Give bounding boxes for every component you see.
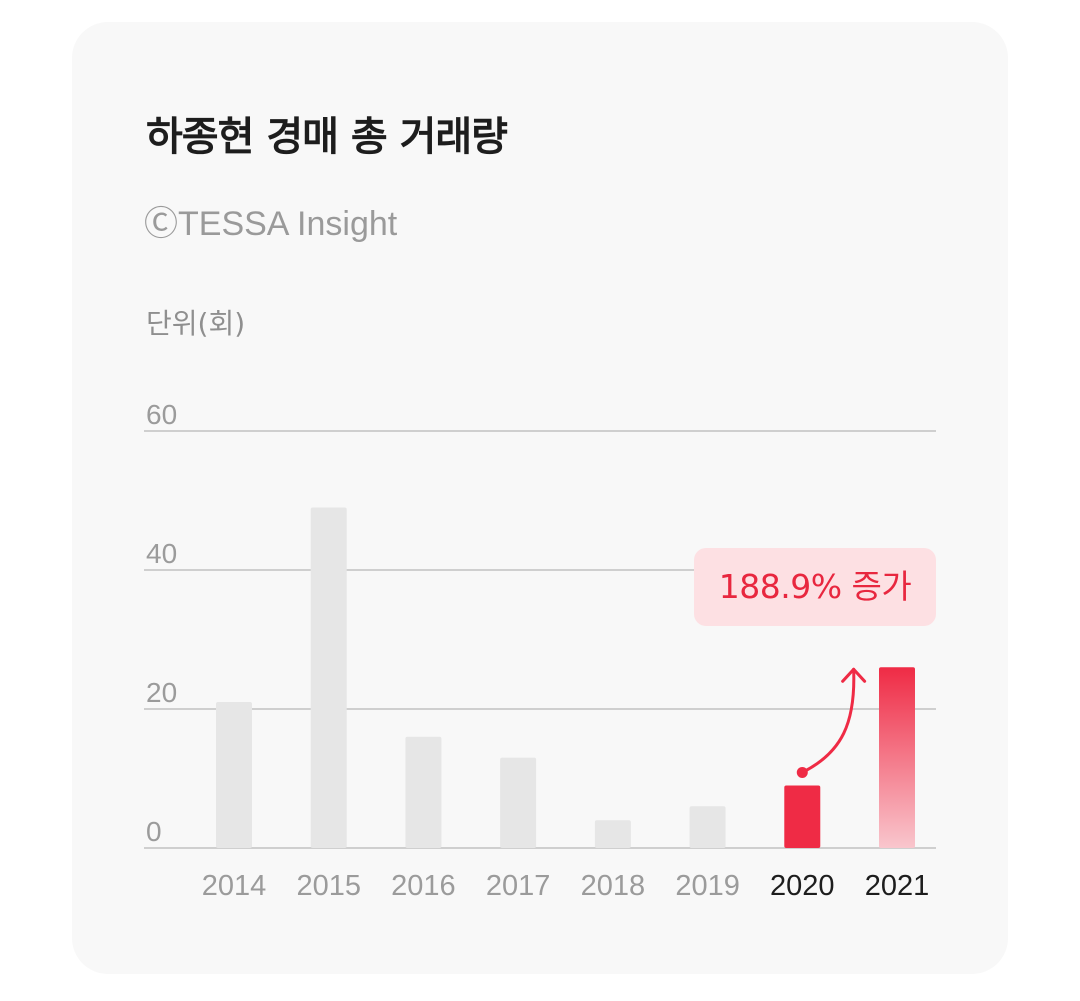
x-tick-label-2019: 2019 bbox=[675, 870, 740, 902]
y-tick-label-20: 20 bbox=[146, 677, 177, 708]
x-tick-label-2015: 2015 bbox=[296, 870, 361, 902]
y-tick-label-40: 40 bbox=[146, 538, 177, 569]
bar-2016 bbox=[405, 736, 442, 848]
y-tick-label-60: 60 bbox=[146, 399, 177, 430]
y-tick-label-0: 0 bbox=[146, 816, 162, 847]
growth-callout: 188.9% 증가 bbox=[694, 548, 936, 626]
growth-arrow-curve bbox=[800, 667, 856, 774]
bar-2018 bbox=[594, 820, 631, 848]
chart-source: ⒸTESSA Insight bbox=[144, 205, 398, 243]
x-tick-label-2018: 2018 bbox=[581, 870, 646, 902]
x-tick-label-2016: 2016 bbox=[391, 870, 456, 902]
x-tick-label-2017: 2017 bbox=[486, 870, 551, 902]
bar-2020 bbox=[784, 785, 821, 848]
y-axis-unit-label: 단위(회) bbox=[146, 307, 246, 340]
x-tick-label-2020: 2020 bbox=[770, 870, 835, 902]
x-tick-label-2014: 2014 bbox=[202, 870, 267, 902]
growth-arrow-head bbox=[841, 667, 867, 683]
bar-2021 bbox=[879, 667, 915, 848]
bar-2019 bbox=[689, 806, 726, 848]
bar-2017 bbox=[500, 757, 537, 848]
bar-2015 bbox=[310, 507, 347, 848]
bar-2014 bbox=[216, 702, 252, 848]
chart-title: 하종현 경매 총 거래량 bbox=[146, 114, 508, 160]
x-tick-label-2021: 2021 bbox=[865, 870, 930, 902]
